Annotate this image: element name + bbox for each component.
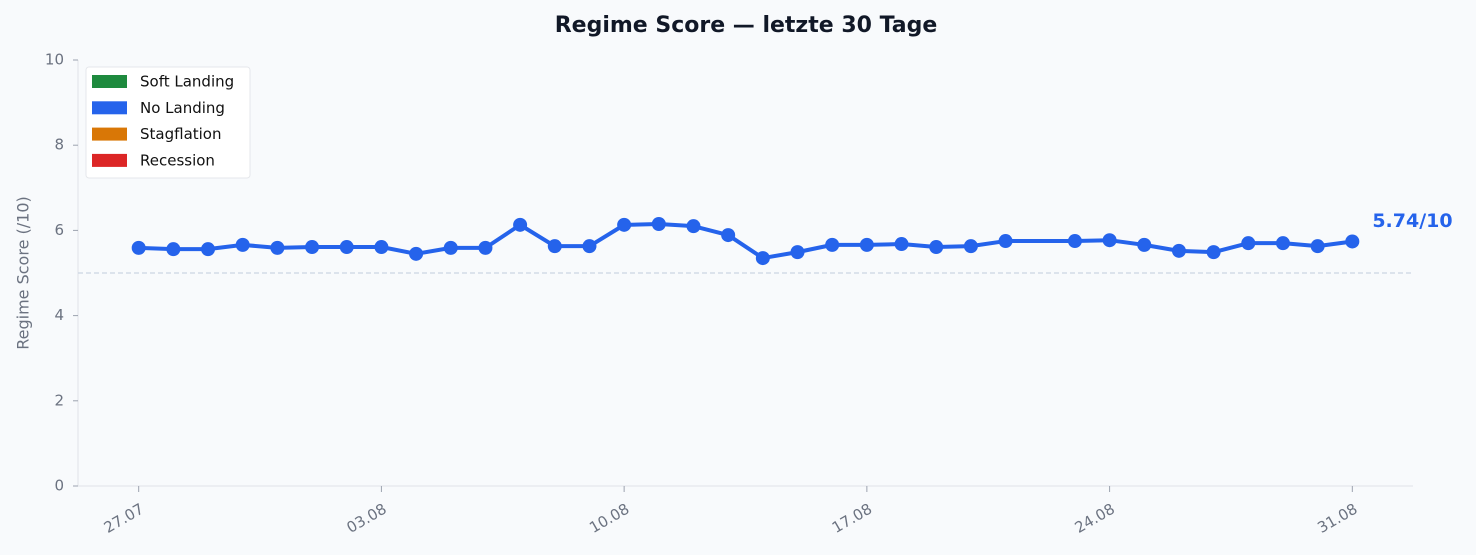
- chart-title: Regime Score — letzte 30 Tage: [555, 13, 938, 38]
- score-point: [1241, 236, 1256, 251]
- score-point: [894, 237, 909, 252]
- score-point: [1310, 239, 1325, 254]
- score-point: [721, 228, 736, 243]
- legend-label: Stagflation: [140, 125, 222, 143]
- score-line: [138, 222, 1353, 261]
- score-point: [582, 239, 597, 254]
- score-point: [686, 219, 701, 234]
- x-tick-label: 10.08: [586, 500, 632, 537]
- score-point: [790, 245, 805, 260]
- score-point: [651, 217, 666, 232]
- y-tick-label: 10: [45, 51, 64, 69]
- legend-label: Recession: [140, 151, 215, 169]
- y-tick-label: 6: [54, 221, 64, 239]
- legend-swatch: [92, 153, 127, 167]
- y-tick-label: 4: [54, 306, 64, 324]
- x-tick-label: 03.08: [343, 500, 389, 537]
- score-point: [201, 242, 216, 257]
- y-tick-label: 0: [54, 477, 64, 495]
- score-point: [1345, 234, 1360, 249]
- x-tick-label: 31.08: [1314, 500, 1360, 537]
- score-annotation: 5.74/10: [1372, 210, 1452, 232]
- x-tick-label: 27.07: [101, 500, 147, 537]
- legend-label: No Landing: [140, 99, 225, 117]
- score-point: [963, 239, 978, 254]
- legend-box: [85, 66, 251, 179]
- score-point: [929, 240, 944, 255]
- score-point: [374, 240, 389, 255]
- score-point: [1206, 245, 1221, 260]
- score-point: [409, 246, 424, 261]
- score-point: [478, 240, 493, 255]
- score-point: [1171, 243, 1186, 258]
- y-tick-label: 2: [54, 391, 64, 409]
- score-point: [1275, 236, 1290, 251]
- score-point: [998, 234, 1013, 249]
- score-point: [1102, 233, 1117, 248]
- score-point: [547, 239, 562, 254]
- score-point: [235, 237, 250, 252]
- score-point: [1137, 237, 1152, 252]
- score-point: [166, 242, 181, 257]
- legend-swatch: [92, 75, 127, 88]
- x-tick-label: 17.08: [829, 500, 875, 537]
- score-point: [443, 240, 458, 255]
- score-point: [513, 217, 528, 232]
- legend: Soft Landing No Landing Stagflation Recessi…: [85, 66, 251, 179]
- x-tick-label: 24.08: [1072, 500, 1118, 537]
- score-point: [305, 240, 320, 255]
- score-point: [755, 251, 770, 266]
- legend-swatch: [92, 127, 127, 141]
- score-point: [1067, 234, 1082, 249]
- y-axis-label: Regime Score (/10): [14, 196, 33, 350]
- score-point: [339, 240, 354, 255]
- legend-swatch: [92, 101, 127, 115]
- score-point: [270, 240, 285, 255]
- score-point: [617, 217, 632, 232]
- y-tick-label: 8: [54, 136, 64, 154]
- score-point: [131, 240, 146, 255]
- score-point: [859, 237, 874, 252]
- legend-label: Soft Landing: [140, 73, 234, 91]
- score-point: [825, 237, 840, 252]
